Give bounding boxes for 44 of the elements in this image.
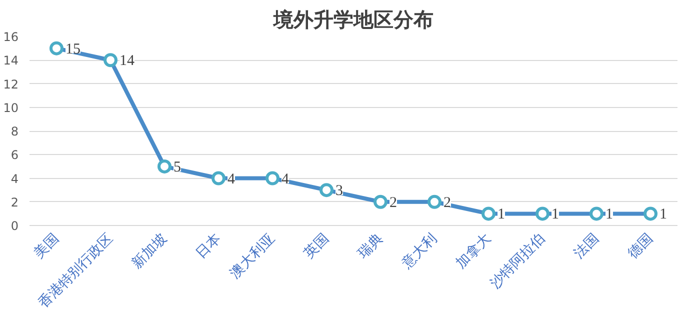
x-tick-label: 加拿大 [453, 230, 494, 272]
point [104, 53, 118, 68]
y-tick-label: 4 [10, 172, 19, 186]
x-tick-label: 澳大利亚 [227, 230, 278, 282]
x-tick-label: 美国 [31, 230, 62, 262]
data-label: 5 [174, 159, 181, 176]
data-label: 2 [444, 194, 451, 211]
point [428, 194, 442, 209]
point [482, 206, 496, 221]
point [536, 206, 550, 221]
data-label: 4 [282, 171, 290, 188]
data-label: 4 [228, 171, 236, 188]
point [590, 206, 604, 221]
point [320, 183, 334, 198]
data-label: 1 [498, 206, 505, 223]
y-tick-label: 14 [3, 54, 19, 68]
data-label: 3 [336, 183, 343, 200]
x-tick-label: 日本 [193, 230, 224, 262]
chart-title: 境外升学地区分布 [272, 8, 434, 32]
y-tick-label: 12 [3, 77, 19, 92]
y-tick-label: 10 [3, 100, 19, 115]
point [644, 206, 658, 221]
y-tick-label: 8 [10, 124, 19, 138]
data-label: 15 [66, 41, 80, 58]
y-tick-label: 16 [3, 30, 19, 44]
x-tick-label: 法国 [571, 230, 602, 262]
y-tick-label: 6 [10, 148, 19, 162]
data-label: 1 [660, 206, 667, 223]
point [158, 159, 172, 174]
point [212, 171, 226, 186]
data-label: 14 [120, 53, 135, 70]
data-label: 1 [552, 206, 559, 223]
x-tick-label: 意大利 [398, 230, 440, 273]
data-label: 2 [390, 194, 397, 211]
point [266, 171, 280, 186]
y-tick-label: 0 [10, 219, 19, 233]
x-tick-label: 英国 [301, 230, 332, 262]
point [50, 41, 64, 56]
data-label: 1 [606, 206, 613, 223]
y-tick-label: 2 [10, 195, 19, 210]
x-tick-label: 瑞典 [355, 230, 386, 262]
point [374, 194, 388, 209]
x-tick-label: 德国 [625, 230, 656, 262]
x-tick-label: 新加坡 [129, 230, 170, 272]
